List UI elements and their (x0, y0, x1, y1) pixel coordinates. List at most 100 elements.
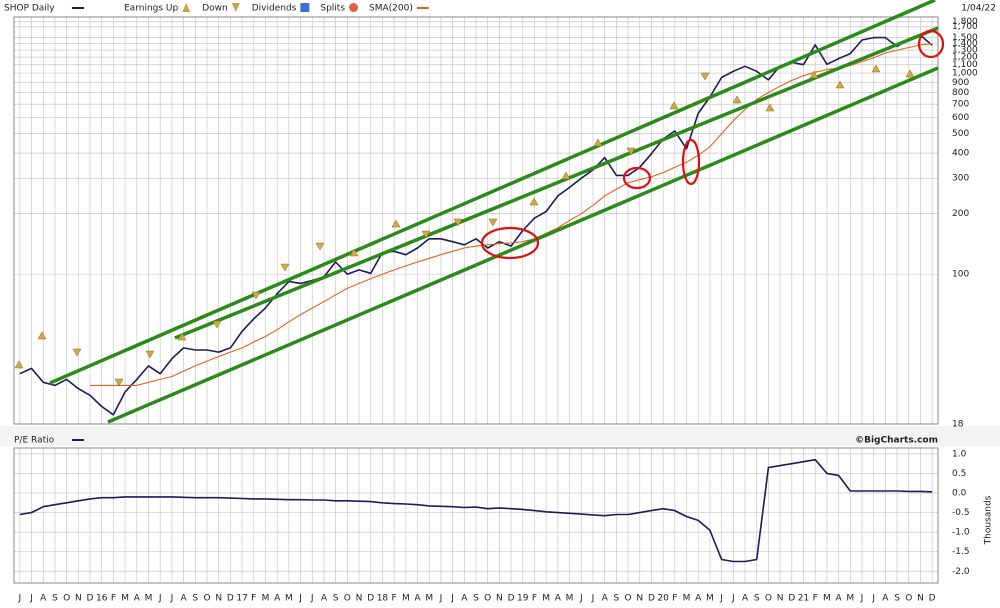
annotations (49, 0, 945, 424)
y-tick-label: 18 (952, 420, 964, 430)
panel-separator (0, 426, 1000, 446)
x-tick-label: F (813, 594, 818, 604)
x-tick-label: D (227, 594, 234, 604)
x-tick-label: A (555, 594, 562, 604)
legend-label: SHOP Daily (4, 4, 55, 14)
x-tick-label: J (450, 594, 454, 604)
x-tick-label: F (532, 594, 537, 604)
x-tick-label: F (111, 594, 116, 604)
y-tick-label: 700 (952, 100, 969, 110)
trend-line (174, 26, 939, 340)
x-tick-label: J (310, 594, 314, 604)
x-tick-label: A (321, 594, 328, 604)
y-tick-label: 1,700 (952, 22, 978, 32)
legend-label: Down (202, 4, 228, 14)
legend-swatch (182, 3, 191, 12)
earnings-up (835, 80, 845, 89)
legend-label: SMA(200) (369, 4, 413, 14)
x-tick-label: M (402, 594, 410, 604)
earnings-up (391, 219, 401, 228)
earnings-down (315, 242, 325, 251)
x-tick-label: O (203, 594, 210, 604)
y-tick-label: 1,100 (952, 60, 978, 70)
x-tick-label: F (672, 594, 677, 604)
x-tick-label: O (484, 594, 491, 604)
x-tick-label: J (719, 594, 723, 604)
x-tick-label: D (788, 594, 795, 604)
x-tick-label: J (18, 594, 22, 604)
x-tick-label: M (566, 594, 574, 604)
x-tick-label: N (636, 594, 643, 604)
x-tick-label: N (356, 594, 363, 604)
earnings-down (251, 291, 261, 300)
x-tick-label: S (333, 594, 339, 604)
x-tick-label: N (215, 594, 222, 604)
legend-label: Splits (320, 4, 345, 14)
earnings-up (765, 103, 775, 112)
y-tick-label: -1.0 (952, 528, 970, 538)
earnings-up (561, 171, 571, 180)
x-tick-label: D (508, 594, 515, 604)
trend-line (49, 0, 936, 385)
x-tick-label: M (846, 594, 854, 604)
source-label: ©BigCharts.com (855, 436, 938, 446)
y-tick-label: 600 (952, 113, 969, 123)
x-tick-label: 16 (96, 594, 108, 604)
y-tick-label: 400 (952, 149, 969, 159)
x-tick-label: O (905, 594, 912, 604)
x-tick-label: A (181, 594, 188, 604)
x-tick-label: 19 (517, 594, 529, 604)
x-tick-label: M (121, 594, 129, 604)
y-tick-label: 1,200 (952, 53, 978, 63)
earnings-up (809, 70, 819, 79)
series-line (19, 458, 933, 563)
earnings-down (280, 263, 290, 272)
x-tick-label: A (695, 594, 702, 604)
earnings-up (37, 331, 47, 340)
highlight-ring (681, 138, 701, 186)
x-tick-label: D (648, 594, 655, 604)
x-tick-label: A (274, 594, 281, 604)
earnings-down (488, 218, 498, 227)
x-tick-label: F (251, 594, 256, 604)
y-tick-label: 0.0 (952, 489, 967, 499)
legend-swatch (300, 3, 310, 12)
x-tick-label: J (860, 594, 864, 604)
x-tick-label: N (75, 594, 82, 604)
x-tick-label: O (344, 594, 351, 604)
x-tick-label: 21 (798, 594, 809, 604)
x-tick-label: J (731, 594, 735, 604)
earnings-up (529, 197, 539, 206)
y-tick-label: -0.5 (952, 508, 970, 518)
x-tick-label: N (777, 594, 784, 604)
earnings-up (177, 332, 187, 341)
earnings-up (871, 64, 881, 73)
legend-label: Dividends (252, 4, 297, 14)
earnings-down (421, 230, 431, 239)
x-tick-label: O (625, 594, 632, 604)
y-tick-label: 1,800 (952, 17, 978, 27)
x-tick-label: O (63, 594, 70, 604)
x-tick-label: J (170, 594, 174, 604)
y-tick-label: 200 (952, 209, 969, 219)
x-tick-label: 20 (657, 594, 669, 604)
x-tick-label: A (742, 594, 749, 604)
x-tick-label: D (87, 594, 94, 604)
plot-frame (13, 16, 939, 425)
y-tick-label: 1.0 (952, 449, 967, 459)
x-tick-label: J (439, 594, 443, 604)
y-tick-label: 0.5 (952, 469, 966, 479)
panel-title: P/E Ratio (14, 436, 55, 446)
highlight-ring (480, 226, 540, 260)
earnings-up (14, 360, 24, 369)
earnings-down (72, 348, 82, 357)
highlight-ring (917, 29, 945, 59)
y-tick-label: 300 (952, 174, 969, 184)
x-tick-label: 17 (236, 594, 247, 604)
trend-line (107, 66, 939, 424)
x-tick-label: N (917, 594, 924, 604)
x-tick-label: S (473, 594, 479, 604)
earnings-down (114, 378, 124, 387)
legend-label: 1/04/22 (961, 4, 996, 14)
x-tick-label: S (52, 594, 58, 604)
